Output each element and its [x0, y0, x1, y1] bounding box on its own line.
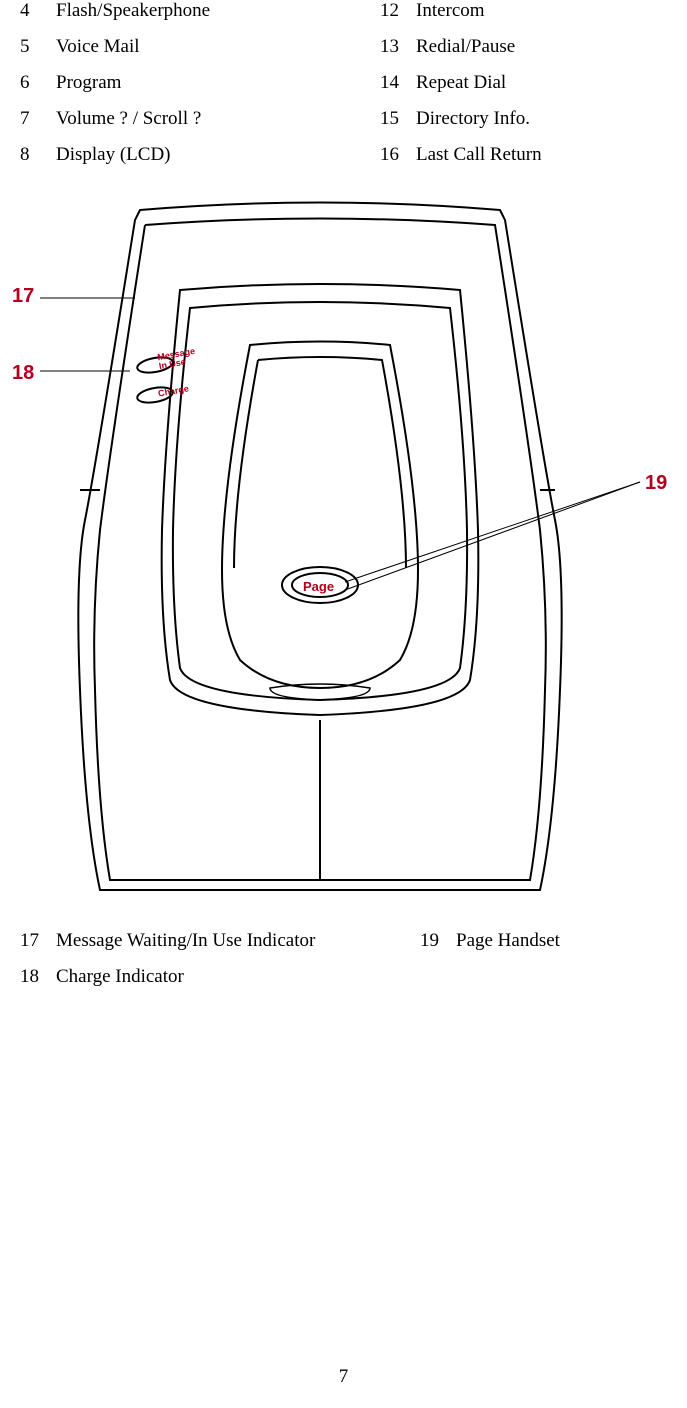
feature-label: Program [56, 72, 121, 94]
feature-label: Intercom [416, 0, 485, 22]
feature-num: 13 [380, 36, 416, 58]
page-number: 7 [0, 1366, 687, 1388]
feature-label: Redial/Pause [416, 36, 515, 58]
feature-label: Repeat Dial [416, 72, 506, 94]
feature-label: Charge Indicator [56, 966, 184, 988]
feature-num: 7 [20, 108, 56, 130]
feature-num: 5 [20, 36, 56, 58]
feature-label: Flash/Speakerphone [56, 0, 210, 22]
top-feature-table: 4 Flash/Speakerphone 12 Intercom 5 Voice… [20, 0, 670, 180]
page-button-label: Page [303, 579, 334, 594]
feature-label: Message Waiting/In Use Indicator [56, 930, 315, 952]
feature-label: Display (LCD) [56, 144, 171, 166]
feature-num: 17 [20, 930, 56, 952]
feature-num: 4 [20, 0, 56, 22]
feature-label: Last Call Return [416, 144, 542, 166]
feature-num: 6 [20, 72, 56, 94]
base-unit-svg [0, 190, 687, 910]
callout-19: 19 [645, 472, 667, 495]
feature-label: Voice Mail [56, 36, 140, 58]
feature-label: Directory Info. [416, 108, 530, 130]
feature-label: Page Handset [456, 930, 560, 952]
feature-num: 15 [380, 108, 416, 130]
feature-num: 8 [20, 144, 56, 166]
feature-num: 16 [380, 144, 416, 166]
callout-17: 17 [12, 285, 34, 308]
feature-label: Volume ? / Scroll ? [56, 108, 201, 130]
feature-num: 14 [380, 72, 416, 94]
bottom-feature-table: 17 Message Waiting/In Use Indicator 19 P… [20, 930, 670, 1002]
feature-num: 19 [420, 930, 456, 952]
feature-num: 18 [20, 966, 56, 988]
feature-num: 12 [380, 0, 416, 22]
base-unit-diagram: 17 18 19 Message In Use Charge Page [0, 190, 687, 910]
callout-18: 18 [12, 362, 34, 385]
